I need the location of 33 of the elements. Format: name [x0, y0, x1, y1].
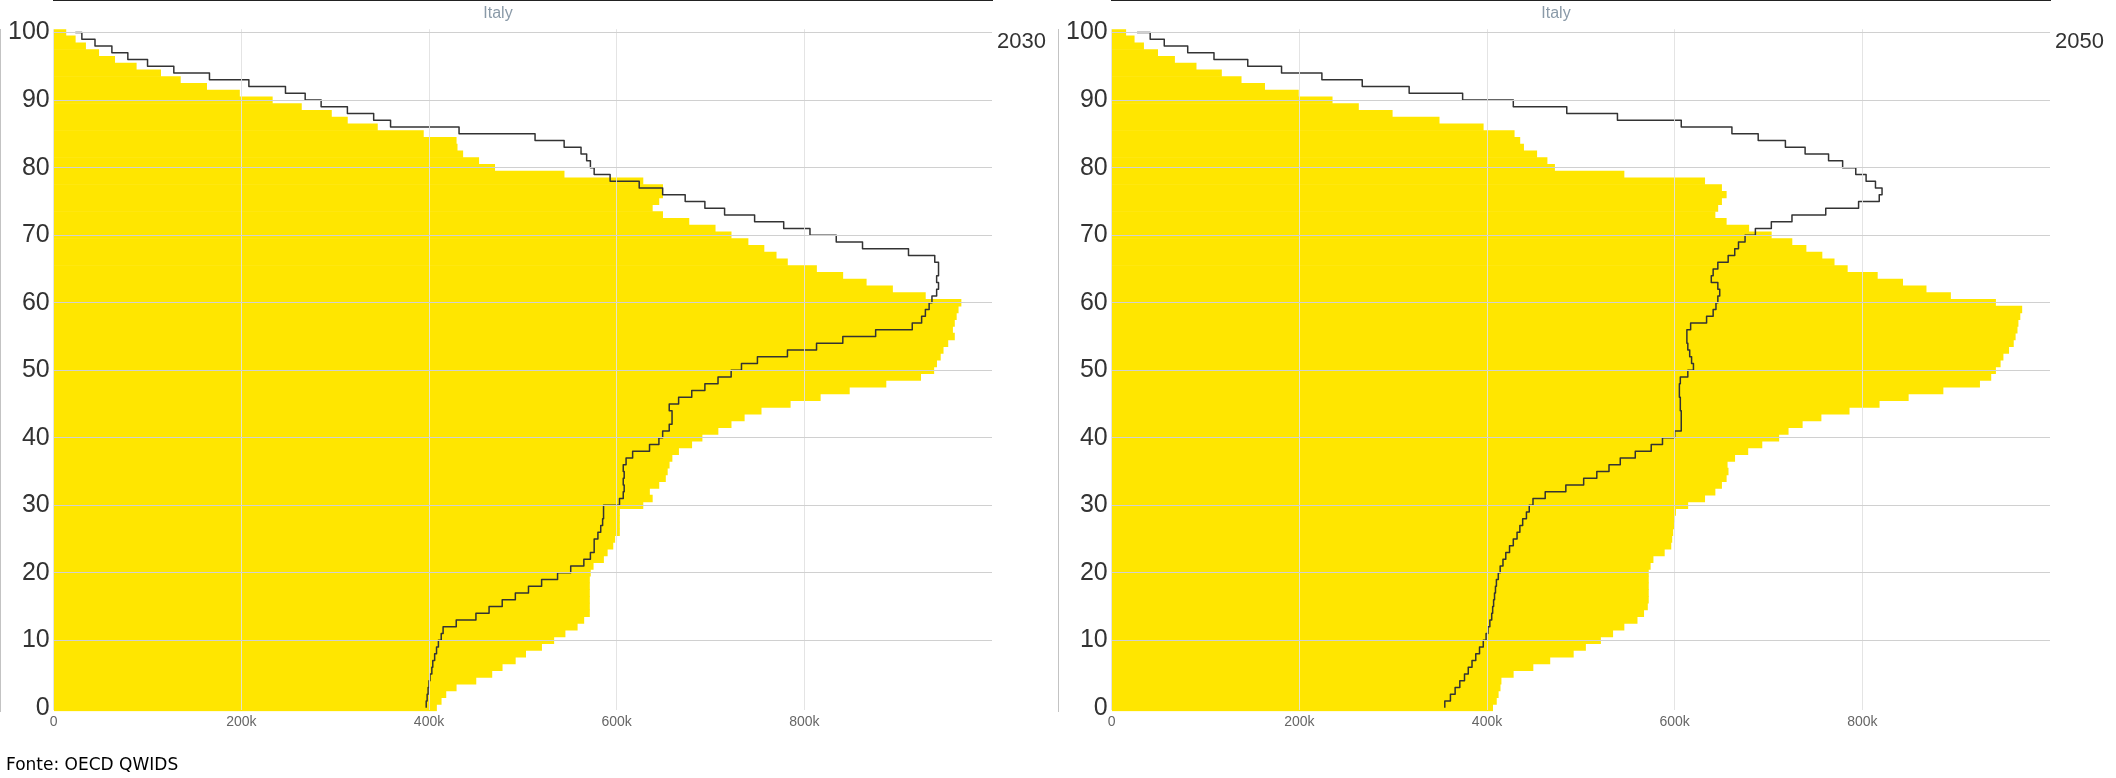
chart-title: Italy [483, 4, 513, 22]
chart-subtitle: 2050 [2055, 28, 2104, 54]
chart-subtitle: 2030 [997, 28, 1046, 54]
y-tick-label: 30 [21, 489, 50, 518]
y-tick-label: 90 [21, 83, 50, 112]
y-tick-label: 60 [1079, 286, 1108, 315]
y-tick-label: 40 [21, 421, 50, 450]
x-tick-label: 200k [1284, 713, 1316, 730]
x-tick-label: 400k [1471, 713, 1504, 730]
x-tick-label: 200k [226, 713, 258, 730]
y-tick-label: 100 [7, 16, 50, 45]
y-tick-label: 10 [21, 624, 50, 653]
y-tick-label: 40 [1079, 421, 1108, 450]
y-tick-label: 10 [1079, 624, 1108, 653]
chart-title: Italy [1541, 4, 1571, 22]
y-tick-label: 80 [21, 151, 50, 180]
y-tick-label: 20 [1079, 556, 1108, 585]
x-tick-label: 800k [789, 713, 821, 730]
y-tick-label: 70 [21, 219, 50, 248]
source-note: Fonte: OECD QWIDS [6, 754, 179, 774]
y-tick-label: 80 [1079, 151, 1108, 180]
x-tick-label: 600k [601, 713, 633, 730]
y-tick-label: 90 [1079, 83, 1108, 112]
y-tick-label: 30 [1079, 489, 1108, 518]
x-tick-label: 400k [413, 713, 446, 730]
y-tick-label: 100 [1065, 16, 1108, 45]
y-tick-label: 20 [21, 556, 50, 585]
x-tick-label: 800k [1847, 713, 1879, 730]
y-tick-label: 70 [1079, 219, 1108, 248]
y-tick-label: 50 [1079, 354, 1108, 383]
y-tick-label: 60 [21, 286, 50, 315]
x-tick-label: 600k [1659, 713, 1691, 730]
y-tick-label: 50 [21, 354, 50, 383]
